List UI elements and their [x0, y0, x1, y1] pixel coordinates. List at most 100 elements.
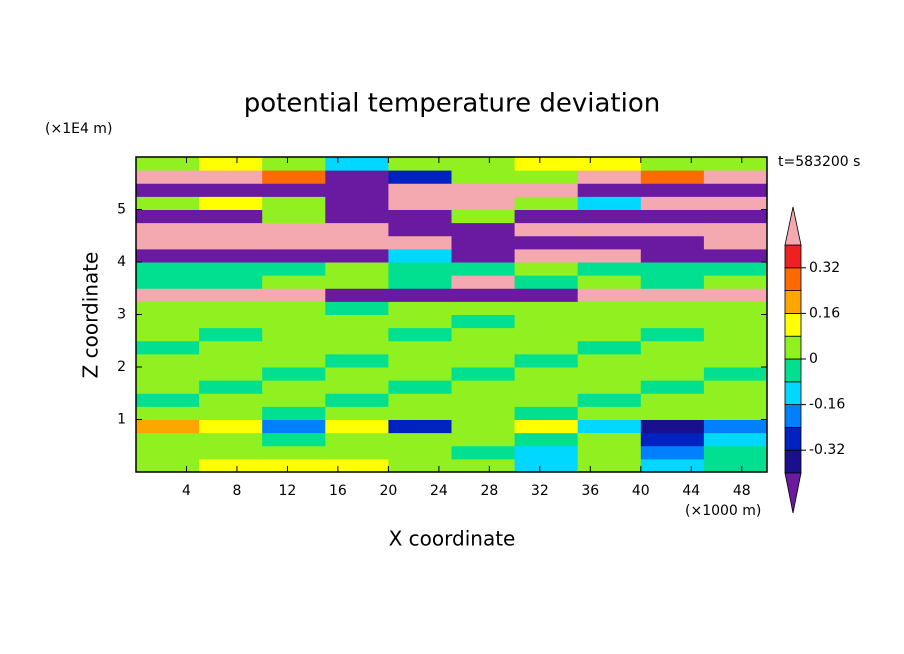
contour-cell [136, 327, 200, 342]
contour-cell [262, 314, 326, 329]
contour-cell [577, 235, 642, 250]
x-tick-label: 36 [581, 483, 599, 499]
contour-cell [325, 196, 389, 210]
contour-cell [640, 380, 705, 394]
x-tick-label: 24 [430, 483, 448, 499]
contour-cell [136, 458, 200, 473]
contour-cell [199, 157, 263, 171]
contour-cell [703, 419, 768, 434]
colorbar-segment [784, 335, 802, 360]
contour-cell [136, 353, 200, 368]
contour-cell [451, 419, 516, 434]
contour-cell [577, 275, 642, 289]
contour-cell [136, 288, 200, 302]
contour-cell [640, 301, 705, 315]
contour-cell [451, 445, 516, 460]
contour-cell [577, 314, 642, 329]
contour-cell [514, 157, 579, 171]
contour-cell [577, 262, 642, 276]
contour-cell [577, 380, 642, 394]
contour-cell [640, 419, 705, 434]
contour-cell [325, 288, 389, 302]
contour-cell [514, 262, 579, 276]
contour-cell [514, 288, 579, 302]
contour-cell [514, 432, 579, 447]
contour-cell [262, 432, 326, 447]
contour-cell [514, 248, 579, 263]
contour-cell [388, 340, 452, 355]
contour-cell [388, 209, 452, 224]
contour-cell [388, 314, 452, 329]
contour-cell [325, 406, 389, 420]
contour-cell [577, 288, 642, 302]
contour-cell [388, 406, 452, 420]
contour-cell [262, 288, 326, 302]
contour-cell [388, 432, 452, 447]
x-tick-label: 8 [232, 483, 241, 499]
contour-cell [136, 170, 200, 184]
contour-cell [325, 367, 389, 381]
contour-cell [451, 170, 516, 184]
colorbar-tick-label: 0.16 [809, 305, 840, 321]
contour-cell [199, 222, 263, 237]
colorbar-segment [784, 449, 802, 474]
contour-cell [325, 445, 389, 460]
contour-cell [451, 353, 516, 368]
time-annotation: t=583200 s [778, 154, 860, 170]
contour-cell [388, 157, 452, 171]
contour-cell [640, 170, 705, 184]
contour-cell [703, 432, 768, 447]
contour-cell [388, 353, 452, 368]
contour-cell [640, 222, 705, 237]
contour-cell [451, 314, 516, 329]
colorbar-segment [784, 358, 802, 383]
y-tick-label: 1 [117, 412, 126, 428]
contour-cell [388, 288, 452, 302]
contour-cell [451, 235, 516, 250]
contour-cell [388, 458, 452, 473]
contour-cell [136, 157, 200, 171]
y-tick-label: 4 [117, 254, 126, 270]
contour-cell [388, 248, 452, 263]
contour-cell [703, 170, 768, 184]
contour-cell [577, 301, 642, 315]
contour-cell [577, 248, 642, 263]
contour-cell [136, 380, 200, 394]
contour-cell [640, 393, 705, 407]
contour-cell [136, 367, 200, 381]
contour-cell [199, 419, 263, 434]
colorbar-segment [784, 290, 802, 314]
contour-cell [703, 458, 768, 473]
contour-cell [640, 248, 705, 263]
y-tick-label: 5 [117, 202, 126, 218]
contour-cell [577, 340, 642, 355]
contour-cell [577, 209, 642, 224]
contour-cell [262, 353, 326, 368]
contour-cell [136, 445, 200, 460]
contour-cell [199, 327, 263, 342]
contour-cell [514, 196, 579, 210]
contour-cell [262, 419, 326, 434]
contour-cell [514, 367, 579, 381]
contour-cell [136, 275, 200, 289]
contour-cell [577, 458, 642, 473]
x-tick-label: 12 [279, 483, 297, 499]
contour-cell [514, 445, 579, 460]
contour-cell [703, 157, 768, 171]
contour-cell [325, 222, 389, 237]
contour-cell [514, 170, 579, 184]
y-axis-title: Z coordinate [79, 252, 103, 379]
contour-cell [262, 275, 326, 289]
contour-cell [640, 340, 705, 355]
x-tick-label: 48 [733, 483, 751, 499]
contour-cell [388, 445, 452, 460]
contour-cell [514, 380, 579, 394]
contour-cell [703, 262, 768, 276]
contour-cell [388, 183, 452, 197]
contour-cell [451, 367, 516, 381]
contour-cell [577, 327, 642, 342]
contour-cell [262, 157, 326, 171]
colorbar-extend-high [784, 206, 802, 246]
contour-cell [136, 406, 200, 420]
x-tick-label: 44 [682, 483, 700, 499]
